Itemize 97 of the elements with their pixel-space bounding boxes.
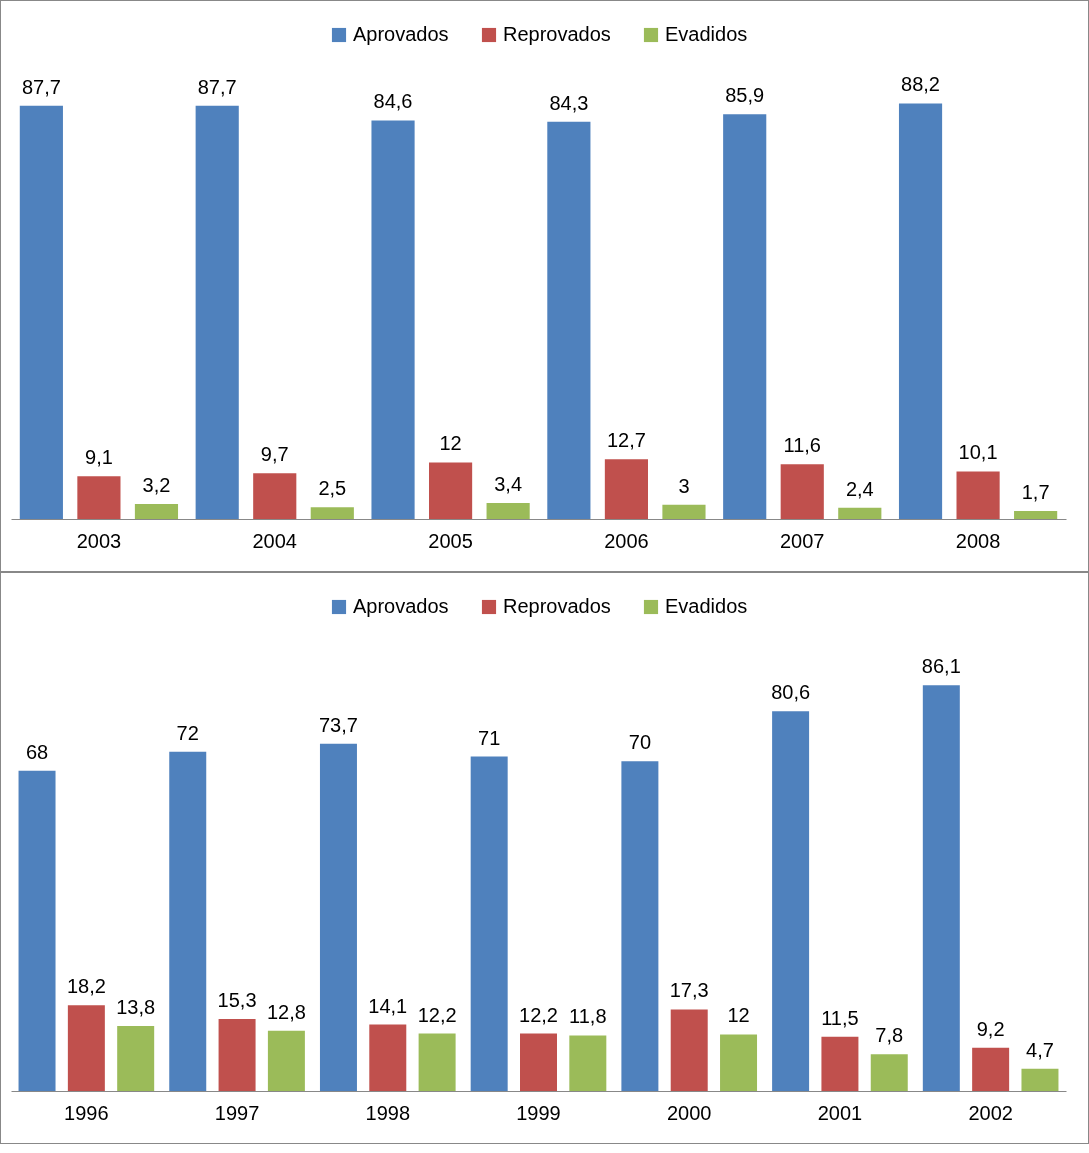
data-label: 11,8 bbox=[569, 1005, 607, 1028]
bar bbox=[772, 711, 810, 1091]
data-label: 85,9 bbox=[725, 84, 765, 107]
x-tick-label: 2003 bbox=[76, 529, 122, 552]
bar bbox=[780, 464, 824, 519]
data-label: 12,8 bbox=[266, 1000, 306, 1023]
x-tick-label: 2001 bbox=[817, 1101, 863, 1124]
x-tick-label: 2006 bbox=[604, 529, 649, 552]
bar bbox=[720, 1034, 758, 1091]
bar bbox=[67, 1005, 105, 1091]
legend-label: Reprovados bbox=[503, 595, 611, 617]
bar bbox=[670, 1009, 708, 1091]
data-label: 84,3 bbox=[549, 91, 589, 114]
bar bbox=[195, 105, 239, 519]
bar bbox=[604, 459, 648, 519]
data-label: 70 bbox=[628, 731, 652, 754]
x-tick-label: 2004 bbox=[252, 529, 297, 552]
x-tick-label: 1997 bbox=[214, 1101, 260, 1124]
bar bbox=[218, 1018, 256, 1091]
x-tick-label: 2008 bbox=[955, 529, 1001, 552]
x-tick-label: 2002 bbox=[968, 1101, 1013, 1124]
bar bbox=[898, 103, 943, 519]
bar bbox=[169, 751, 207, 1091]
data-label: 9,7 bbox=[260, 443, 289, 466]
bar bbox=[569, 1035, 607, 1091]
data-label: 15,3 bbox=[217, 988, 257, 1011]
data-label: 72 bbox=[176, 721, 199, 744]
data-label: 12,2 bbox=[417, 1003, 457, 1026]
data-label: 88,2 bbox=[901, 73, 941, 96]
legend-label: Evadidos bbox=[665, 23, 748, 45]
bar bbox=[723, 114, 767, 519]
data-label: 10,1 bbox=[958, 441, 998, 464]
data-label: 87,7 bbox=[21, 75, 61, 98]
data-label: 3,4 bbox=[494, 472, 523, 495]
bar bbox=[18, 770, 56, 1091]
data-label: 84,6 bbox=[373, 90, 413, 113]
legend-label: Evadidos bbox=[665, 595, 748, 617]
bar bbox=[621, 761, 659, 1091]
data-label: 12 bbox=[439, 432, 462, 455]
bar bbox=[520, 1033, 557, 1091]
data-label: 71 bbox=[478, 726, 501, 749]
data-label: 18,2 bbox=[66, 975, 106, 998]
bar bbox=[1021, 1068, 1059, 1091]
bar bbox=[838, 507, 882, 519]
data-label: 9,1 bbox=[85, 446, 113, 469]
bar bbox=[267, 1030, 305, 1091]
data-label: 7,8 bbox=[875, 1024, 904, 1047]
x-tick-label: 2000 bbox=[666, 1101, 712, 1124]
bar bbox=[371, 120, 415, 519]
bar bbox=[470, 756, 508, 1091]
data-label: 11,6 bbox=[783, 434, 821, 457]
legend-label: Aprovados bbox=[353, 595, 449, 617]
bar bbox=[418, 1033, 456, 1091]
data-label: 12,2 bbox=[519, 1003, 558, 1026]
data-label: 68 bbox=[25, 740, 49, 763]
bar bbox=[1014, 510, 1058, 519]
data-label: 17,3 bbox=[669, 979, 709, 1002]
bar bbox=[117, 1025, 155, 1091]
x-tick-label: 1996 bbox=[64, 1101, 109, 1124]
data-label: 2,5 bbox=[318, 477, 347, 500]
data-label: 3,2 bbox=[142, 473, 171, 496]
data-label: 12 bbox=[727, 1004, 750, 1027]
x-tick-label: 2007 bbox=[780, 529, 825, 552]
data-label: 73,7 bbox=[318, 713, 358, 736]
data-label: 11,5 bbox=[821, 1006, 859, 1029]
bar bbox=[662, 504, 706, 519]
bar bbox=[369, 1024, 407, 1091]
data-label: 2,4 bbox=[845, 477, 874, 500]
legend-label: Aprovados bbox=[353, 23, 449, 45]
data-label: 14,1 bbox=[368, 994, 408, 1017]
legend-label: Reprovados bbox=[503, 23, 611, 45]
data-label: 4,7 bbox=[1026, 1038, 1054, 1061]
data-label: 3 bbox=[678, 474, 690, 497]
bar bbox=[310, 507, 354, 519]
bar bbox=[870, 1054, 908, 1091]
bar bbox=[429, 462, 473, 519]
data-label: 12,7 bbox=[606, 429, 646, 452]
bar bbox=[253, 473, 297, 519]
bar bbox=[922, 685, 960, 1091]
bar bbox=[547, 121, 591, 519]
x-tick-label: 1999 bbox=[516, 1101, 561, 1124]
x-tick-label: 1998 bbox=[365, 1101, 411, 1124]
data-label: 9,2 bbox=[976, 1017, 1005, 1040]
bar bbox=[821, 1036, 859, 1091]
x-tick-label: 2005 bbox=[428, 529, 473, 552]
data-label: 13,8 bbox=[116, 995, 156, 1018]
bar bbox=[972, 1047, 1010, 1091]
bar bbox=[319, 743, 357, 1091]
data-label: 80,6 bbox=[771, 681, 811, 704]
bar bbox=[134, 503, 179, 519]
data-label: 1,7 bbox=[1021, 480, 1050, 503]
bar bbox=[77, 476, 121, 519]
bar bbox=[486, 502, 530, 519]
bar bbox=[19, 105, 63, 519]
bar bbox=[956, 471, 1000, 519]
data-label: 86,1 bbox=[921, 655, 961, 678]
data-label: 87,7 bbox=[197, 75, 237, 98]
